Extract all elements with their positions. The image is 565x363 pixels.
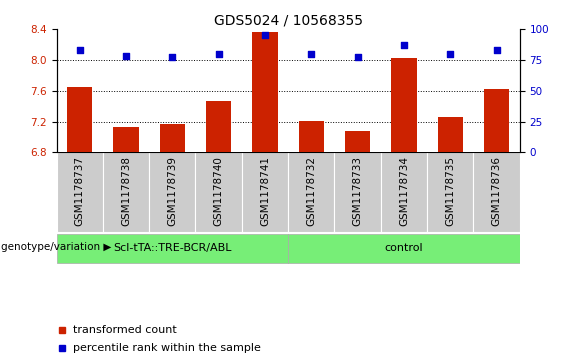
Title: GDS5024 / 10568355: GDS5024 / 10568355 xyxy=(214,14,363,28)
Text: GSM1178733: GSM1178733 xyxy=(353,156,363,227)
Bar xyxy=(427,152,473,232)
Bar xyxy=(288,152,334,232)
Text: transformed count: transformed count xyxy=(73,325,176,335)
Bar xyxy=(159,124,185,152)
Text: Scl-tTA::TRE-BCR/ABL: Scl-tTA::TRE-BCR/ABL xyxy=(113,243,232,253)
Text: GSM1178735: GSM1178735 xyxy=(445,156,455,227)
Bar xyxy=(56,152,103,232)
Point xyxy=(260,32,270,38)
Text: GSM1178738: GSM1178738 xyxy=(121,156,131,227)
Bar xyxy=(391,58,417,152)
Text: GSM1178736: GSM1178736 xyxy=(492,156,502,227)
Text: control: control xyxy=(385,243,423,253)
Text: GSM1178734: GSM1178734 xyxy=(399,156,409,227)
Text: GSM1178741: GSM1178741 xyxy=(260,156,270,227)
Point xyxy=(307,51,316,57)
Bar xyxy=(334,152,381,232)
Text: GSM1178740: GSM1178740 xyxy=(214,156,224,226)
Text: GSM1178732: GSM1178732 xyxy=(306,156,316,227)
Text: GSM1178739: GSM1178739 xyxy=(167,156,177,227)
Bar xyxy=(195,152,242,232)
Point xyxy=(168,54,177,60)
Point xyxy=(446,51,455,57)
Bar xyxy=(381,152,427,232)
Bar xyxy=(298,121,324,152)
Point xyxy=(75,47,84,53)
Point xyxy=(353,54,362,60)
Bar xyxy=(242,152,288,232)
Bar xyxy=(252,32,278,152)
Bar xyxy=(345,131,371,152)
Bar xyxy=(56,234,288,263)
Bar xyxy=(67,87,93,152)
Bar xyxy=(473,152,520,232)
Bar xyxy=(437,117,463,152)
Text: percentile rank within the sample: percentile rank within the sample xyxy=(73,343,260,354)
Bar xyxy=(288,234,520,263)
Point xyxy=(492,47,501,53)
Bar xyxy=(484,89,510,152)
Bar xyxy=(149,152,195,232)
Bar xyxy=(103,152,149,232)
Text: genotype/variation ▶: genotype/variation ▶ xyxy=(1,242,111,252)
Text: GSM1178737: GSM1178737 xyxy=(75,156,85,227)
Point xyxy=(121,53,131,59)
Bar xyxy=(113,127,139,152)
Point xyxy=(399,42,408,48)
Bar xyxy=(206,101,232,152)
Point xyxy=(214,51,223,57)
